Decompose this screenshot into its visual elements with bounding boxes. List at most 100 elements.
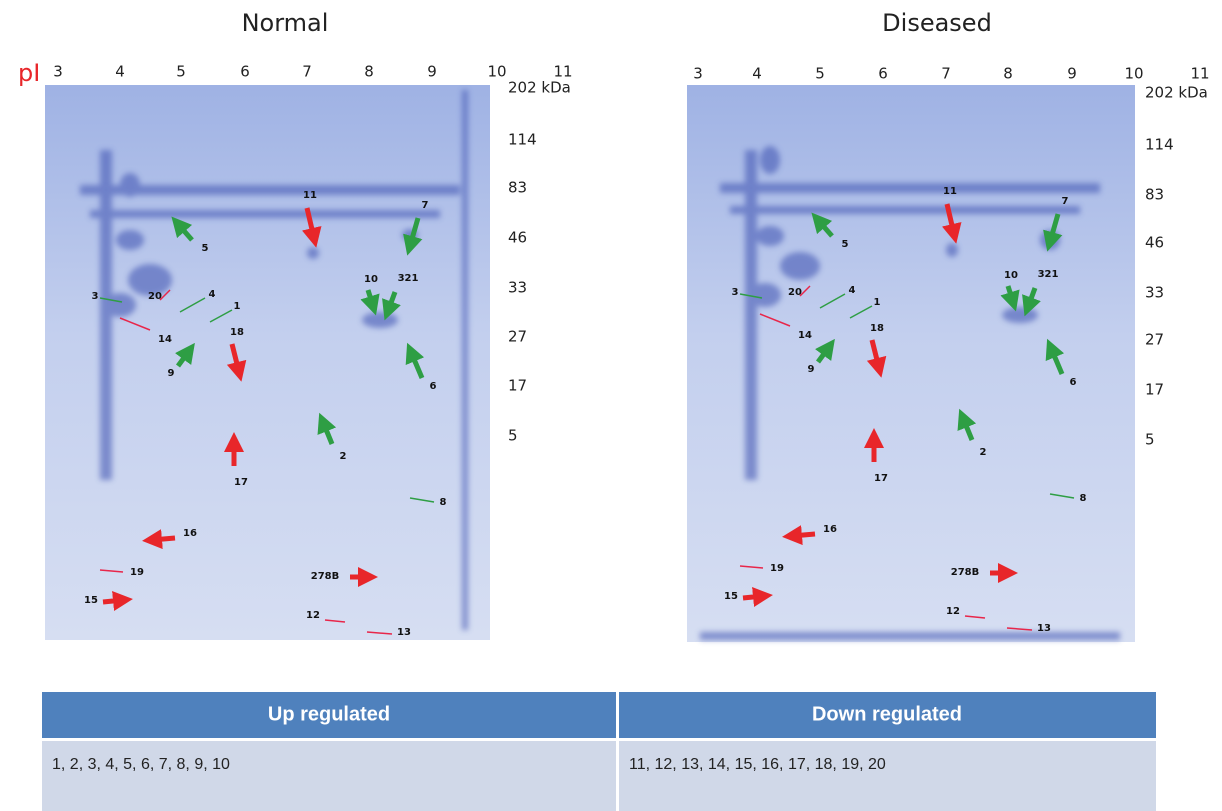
spot-label: 6 (430, 381, 437, 392)
spot-label: 10 (1004, 270, 1018, 281)
pi-tick-label: 4 (752, 65, 762, 83)
spot-label: 14 (798, 330, 812, 341)
spot-arrow (382, 291, 401, 321)
spot-arrow (99, 569, 124, 573)
spot-arrow (366, 631, 393, 635)
spot-arrow (403, 217, 423, 256)
spot-label: 14 (158, 334, 172, 345)
mw-tick-label: 114 (508, 131, 537, 149)
spot-arrow (102, 591, 133, 611)
spot-arrow (799, 285, 811, 297)
spot-arrow (317, 412, 337, 445)
spot-arrow (142, 529, 176, 550)
spot-label: 8 (440, 497, 447, 508)
spot-label: 13 (1037, 623, 1051, 634)
mw-tick-label: 202 kDa (508, 79, 571, 97)
mw-tick-label: 202 kDa (1145, 84, 1208, 102)
mw-tick-label: 17 (508, 377, 527, 395)
spot-label: 8 (1080, 493, 1087, 504)
pi-tick-label: 9 (1067, 65, 1077, 83)
spot-arrow (179, 297, 206, 313)
pi-tick-label: 11 (1190, 65, 1209, 83)
spot-label: 18 (870, 323, 884, 334)
spot-arrow (159, 289, 171, 301)
spot-label: 10 (364, 274, 378, 285)
mw-tick-label: 27 (1145, 331, 1164, 349)
spot-arrow (742, 587, 773, 607)
pi-tick-label: 5 (815, 65, 825, 83)
spot-arrow (1045, 338, 1065, 375)
spot-arrow (301, 207, 322, 248)
spot-label: 19 (770, 563, 784, 574)
spot-arrow (1006, 627, 1033, 631)
spot-arrow (360, 289, 380, 316)
spot-label: 19 (130, 567, 144, 578)
spot-label: 16 (823, 524, 837, 535)
pi-tick-label: 8 (364, 63, 374, 81)
spot-arrow (1000, 285, 1020, 312)
pi-label: pI (18, 59, 40, 87)
spot-arrow (866, 339, 887, 378)
spot-label: 5 (202, 243, 209, 254)
spot-arrow (957, 408, 977, 441)
spot-arrow (782, 525, 816, 546)
pi-tick-label: 6 (878, 65, 888, 83)
pi-tick-label: 8 (1003, 65, 1013, 83)
spot-label: 7 (422, 200, 429, 211)
spot-label: 18 (230, 327, 244, 338)
gel-image (45, 85, 490, 640)
spot-label: 4 (209, 289, 216, 300)
pi-tick-label: 11 (553, 63, 572, 81)
spot-arrow (964, 615, 986, 619)
spot-arrow (1043, 213, 1063, 252)
spot-arrow (1022, 287, 1041, 317)
spot-label: 20 (148, 291, 162, 302)
pi-tick-label: 10 (1124, 65, 1143, 83)
spot-arrow (1049, 493, 1075, 499)
pi-tick-label: 5 (176, 63, 186, 81)
spot-arrow (739, 565, 764, 569)
spot-label: 9 (168, 368, 175, 379)
spot-label: 17 (874, 473, 888, 484)
mw-tick-label: 17 (1145, 381, 1164, 399)
mw-tick-label: 46 (508, 229, 527, 247)
spot-arrow (405, 342, 425, 379)
gel-image (687, 85, 1135, 642)
pi-tick-label: 10 (487, 63, 506, 81)
spot-label: 321 (1038, 269, 1059, 280)
spot-label: 11 (943, 186, 957, 197)
spot-label: 2 (340, 451, 347, 462)
spot-arrow (409, 497, 435, 503)
pi-tick-label: 7 (941, 65, 951, 83)
table-header: Down regulated (812, 703, 962, 725)
table-cell: 1, 2, 3, 4, 5, 6, 7, 8, 9, 10 (52, 756, 230, 773)
spot-label: 3 (732, 287, 739, 298)
spot-arrow (815, 338, 835, 364)
pi-tick-label: 6 (240, 63, 250, 81)
spot-label: 321 (398, 273, 419, 284)
panel-title: Normal (242, 9, 329, 37)
spot-label: 11 (303, 190, 317, 201)
mw-tick-label: 83 (1145, 186, 1164, 204)
gels (45, 85, 1135, 642)
spot-arrow (119, 317, 151, 331)
mw-tick-label: 83 (508, 179, 527, 197)
spot-label: 4 (849, 285, 856, 296)
spot-label: 20 (788, 287, 802, 298)
spot-arrow (819, 293, 846, 309)
spot-label: 17 (234, 477, 248, 488)
spot-arrow (941, 203, 962, 244)
table-cell: 11, 12, 13, 14, 15, 16, 17, 18, 19, 20 (629, 756, 886, 773)
pi-tick-label: 7 (302, 63, 312, 81)
spot-label: 2 (980, 447, 987, 458)
spot-label: 5 (842, 239, 849, 250)
pi-tick-label: 9 (427, 63, 437, 81)
spot-arrow (324, 619, 346, 623)
spot-arrow (175, 342, 195, 368)
mw-tick-label: 114 (1145, 136, 1174, 154)
mw-tick-label: 46 (1145, 234, 1164, 252)
spot-arrow (811, 212, 834, 238)
spot-label: 6 (1070, 377, 1077, 388)
table: Up regulated Down regulated 1, 2, 3, 4, … (42, 692, 1156, 811)
